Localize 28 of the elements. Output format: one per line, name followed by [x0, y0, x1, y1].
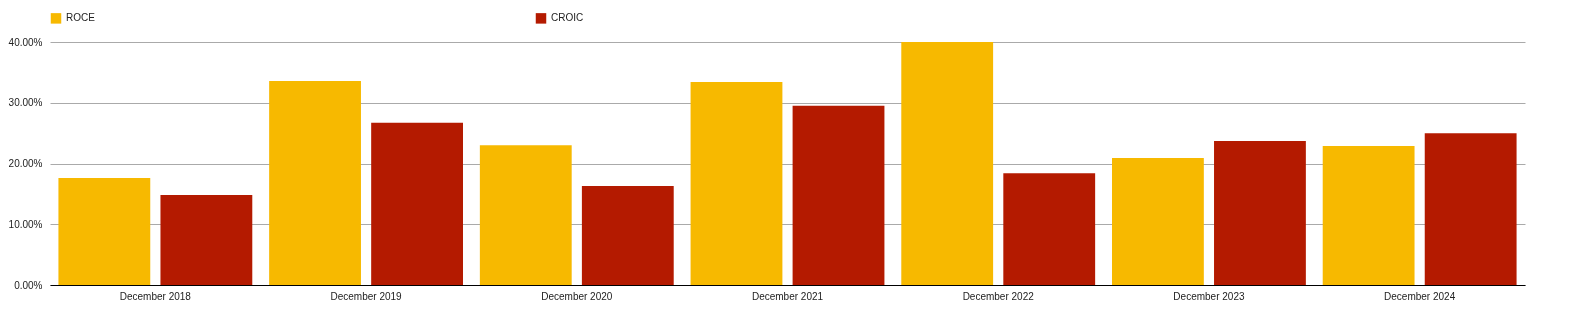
bar	[690, 82, 783, 285]
bar	[1112, 158, 1204, 285]
bar	[1003, 173, 1096, 285]
x-tick-label: December 2018	[119, 290, 192, 302]
y-tick-label: 20.00%	[8, 158, 43, 169]
x-tick-label: December 2024	[1384, 290, 1456, 302]
bar	[371, 122, 463, 285]
bar	[901, 42, 994, 285]
legend-label: ROCE	[66, 12, 96, 24]
bar	[1424, 133, 1517, 285]
bar	[1322, 145, 1415, 285]
bar	[58, 178, 151, 285]
bar	[792, 105, 885, 285]
x-tick-label: December 2019	[330, 290, 403, 302]
x-tick-label: December 2023	[1173, 290, 1245, 302]
y-tick-label: 30.00%	[8, 97, 43, 109]
bar	[1214, 141, 1306, 285]
x-tick-label: December 2020	[541, 290, 613, 302]
bar	[479, 145, 572, 285]
bar	[581, 185, 674, 285]
legend-label: CROIC	[551, 12, 584, 24]
y-tick-label: 0.00%	[14, 279, 43, 291]
x-tick-label: December 2022	[962, 290, 1035, 302]
bar	[160, 195, 253, 285]
x-tick-label: December 2021	[751, 290, 824, 302]
y-tick-label: 40.00%	[8, 36, 43, 48]
y-tick-label: 10.00%	[8, 218, 43, 230]
bar	[269, 80, 361, 285]
